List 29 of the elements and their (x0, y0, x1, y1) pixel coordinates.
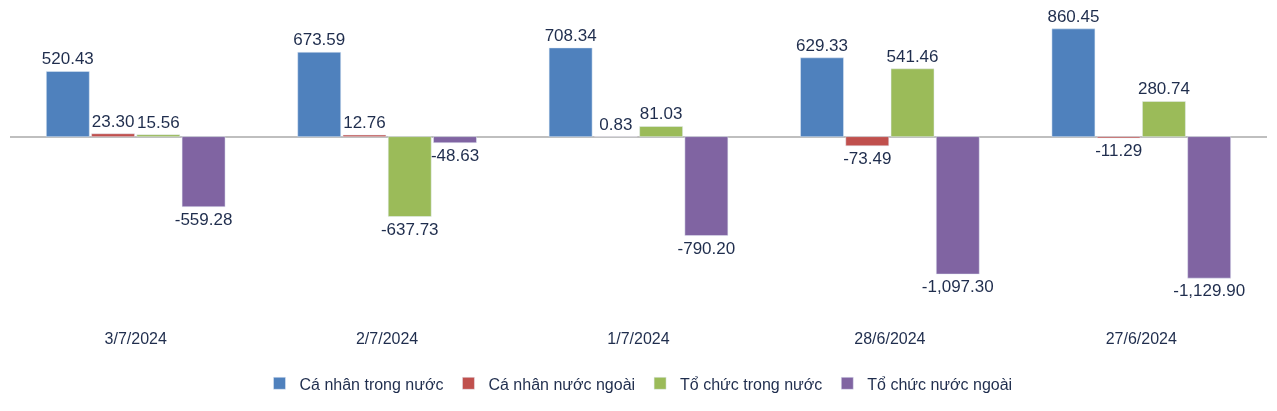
data-label: 541.46 (886, 46, 939, 66)
legend-label: Tổ chức trong nước (680, 375, 823, 393)
data-label: -637.73 (380, 219, 439, 239)
x-tick-label: 1/7/2024 (607, 330, 670, 347)
data-label: 520.43 (41, 49, 94, 69)
data-label: 0.83 (599, 114, 633, 134)
legend-label: Cá nhân trong nước (299, 375, 444, 393)
data-label: 860.45 (1047, 6, 1100, 26)
data-label: 708.34 (544, 25, 597, 45)
x-tick-label: 3/7/2024 (104, 330, 167, 347)
data-label: 23.30 (91, 111, 135, 131)
data-label: -48.63 (430, 145, 480, 165)
x-tick-label: 27/6/2024 (1105, 330, 1177, 347)
data-label: -11.29 (1095, 141, 1143, 161)
legend-label: Tổ chức nước ngoài (867, 375, 1013, 393)
data-label: 15.56 (137, 112, 180, 132)
data-label: 629.33 (796, 35, 849, 55)
data-label: -1,097.30 (921, 277, 994, 297)
x-tick-label: 28/6/2024 (854, 330, 926, 347)
data-label: -73.49 (843, 148, 892, 168)
legend-label: Cá nhân nước ngoài (488, 375, 636, 393)
data-label: -559.28 (174, 209, 233, 229)
data-label: 280.74 (1137, 79, 1190, 99)
data-label: -1,129.90 (1173, 281, 1246, 301)
data-label: -790.20 (677, 238, 736, 258)
data-label: 81.03 (639, 104, 683, 124)
data-label: 12.76 (343, 113, 386, 133)
data-label: 673.59 (293, 30, 346, 50)
x-tick-label: 2/7/2024 (355, 330, 419, 347)
